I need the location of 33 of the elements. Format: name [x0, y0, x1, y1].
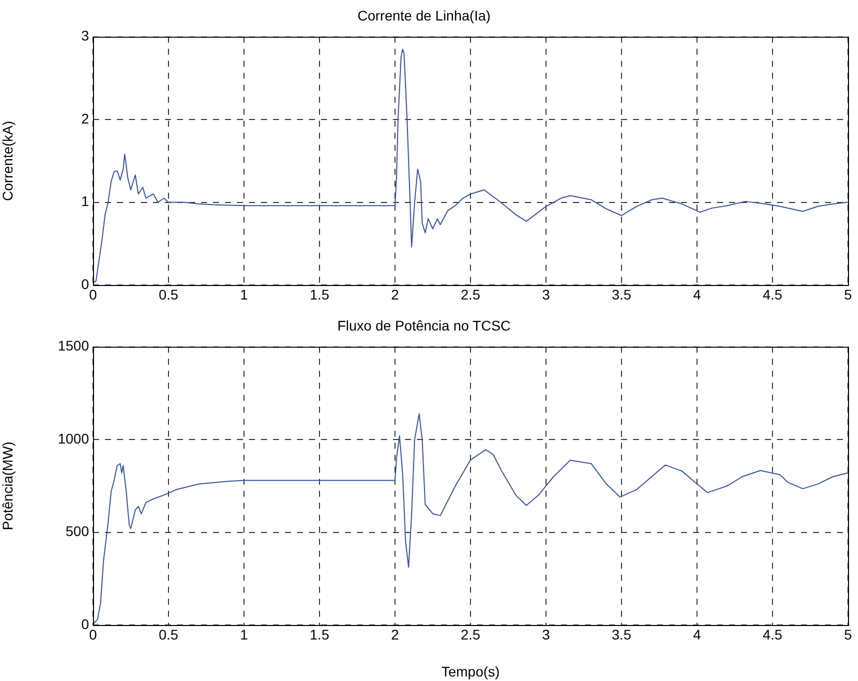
x-tick-label: 3: [542, 626, 550, 642]
x-tick-label: 1: [240, 626, 248, 642]
x-tick-label: 4: [693, 626, 702, 642]
x-axis-title: Tempo(s): [441, 663, 500, 680]
x-tick-label: 5: [844, 286, 852, 302]
x-tick-label: 3: [542, 286, 550, 302]
y-axis-title: Potência(MW): [0, 442, 16, 530]
y-axis-title: Corrente(kA): [0, 120, 16, 201]
y-tick-label: 500: [66, 523, 90, 540]
x-tick-label: 2: [391, 626, 400, 642]
x-tick-label: 1: [240, 286, 248, 302]
x-tick-label: 5: [844, 626, 852, 642]
chart-title: Fluxo de Potência no TCSC: [337, 317, 511, 334]
x-tick-label: 0.5: [158, 286, 178, 302]
x-tick-label: 4: [693, 286, 702, 302]
x-tick-label: 2: [391, 286, 400, 302]
y-tick-label: 0: [81, 276, 90, 292]
x-tick-label: 3.5: [612, 286, 632, 302]
x-tick-label: 1.5: [310, 286, 330, 302]
x-tick-label: 2.5: [460, 626, 480, 642]
x-tick-label: 4.5: [762, 626, 782, 642]
x-tick-label: 4.5: [762, 286, 782, 302]
chart-title: Corrente de Linha(Ia): [357, 7, 491, 24]
x-tick-label: 2.5: [460, 286, 480, 302]
x-tick-label: 0.5: [158, 626, 178, 642]
y-tick-label: 2: [81, 110, 90, 126]
x-tick-label: 3.5: [612, 626, 632, 642]
y-tick-label: 1000: [58, 430, 90, 446]
y-tick-label: 1: [81, 193, 90, 210]
x-tick-label: 1.5: [310, 626, 330, 642]
y-tick-label: 0: [81, 616, 90, 632]
y-tick-label: 1500: [58, 338, 90, 354]
y-tick-label: 3: [81, 28, 90, 44]
